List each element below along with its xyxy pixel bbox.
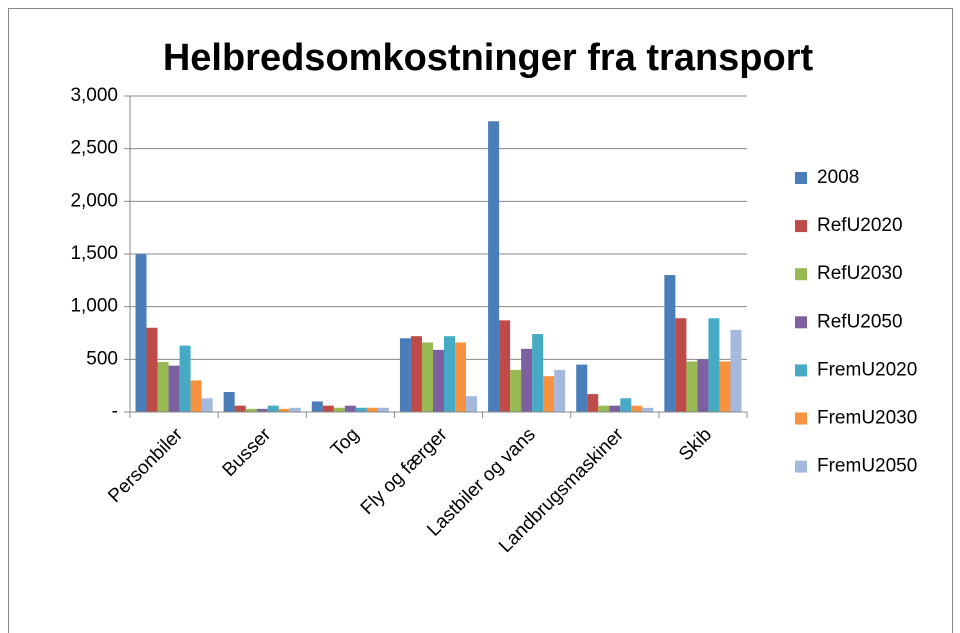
bar xyxy=(510,369,522,412)
legend-label: FremU2050 xyxy=(817,456,917,477)
bar xyxy=(256,408,268,412)
bar xyxy=(135,254,147,412)
bar xyxy=(466,396,478,412)
bar xyxy=(708,318,720,412)
legend-label: RefU2050 xyxy=(817,311,903,332)
legend-swatch xyxy=(795,268,807,281)
bar xyxy=(554,369,566,412)
bar xyxy=(399,338,411,412)
bar xyxy=(377,407,389,412)
bar xyxy=(642,407,654,412)
bar xyxy=(267,405,279,412)
bar xyxy=(168,365,180,412)
y-tick-label: 2,500 xyxy=(70,138,118,159)
legend-swatch xyxy=(795,412,807,425)
bar xyxy=(609,405,621,412)
y-tick-label: 3,000 xyxy=(70,85,118,106)
bar xyxy=(322,405,334,412)
bar xyxy=(190,380,202,412)
y-tick-label: 1,500 xyxy=(70,243,118,264)
bar xyxy=(311,401,323,412)
bar xyxy=(730,329,742,412)
bar xyxy=(675,318,687,412)
bar xyxy=(488,121,500,412)
bar xyxy=(278,408,290,412)
legend-swatch xyxy=(795,172,807,184)
bar xyxy=(686,361,698,412)
bar xyxy=(697,359,709,412)
bar xyxy=(543,376,555,412)
legend-swatch xyxy=(795,460,807,473)
bar xyxy=(245,408,257,412)
bar xyxy=(421,342,433,412)
legend-swatch xyxy=(795,316,807,329)
y-tick-label: 500 xyxy=(86,348,118,369)
bar xyxy=(146,327,158,412)
bar xyxy=(179,345,191,412)
legend-swatch xyxy=(795,364,807,377)
y-tick-label: 1,000 xyxy=(70,296,118,317)
bar xyxy=(576,364,588,412)
bar xyxy=(234,405,246,412)
bar xyxy=(201,398,213,412)
bar xyxy=(455,342,467,412)
bar xyxy=(289,407,301,412)
legend-swatch xyxy=(795,220,807,233)
legend-label: FremU2030 xyxy=(817,408,917,429)
bar xyxy=(499,320,511,412)
bar xyxy=(366,407,378,412)
bar xyxy=(344,405,356,412)
bar xyxy=(532,334,544,412)
legend-label: FremU2020 xyxy=(817,359,917,380)
bar xyxy=(410,336,422,412)
bar xyxy=(333,407,345,412)
bar xyxy=(157,361,169,412)
bar xyxy=(664,275,676,412)
bar xyxy=(444,336,456,412)
bar xyxy=(223,391,235,412)
bar xyxy=(598,405,610,412)
legend-label: RefU2020 xyxy=(817,215,903,236)
y-tick-label: - xyxy=(112,401,118,422)
bar xyxy=(355,407,367,412)
bar xyxy=(631,405,643,412)
chart-frame xyxy=(8,8,953,633)
bar xyxy=(587,394,599,412)
legend-label: 2008 xyxy=(817,167,859,188)
legend-label: RefU2030 xyxy=(817,263,903,284)
bar xyxy=(620,398,632,412)
bar xyxy=(719,361,731,412)
chart-title: Helbredsomkostninger fra transport xyxy=(163,37,814,79)
bar xyxy=(432,349,445,412)
bar xyxy=(521,348,533,412)
y-tick-label: 2,000 xyxy=(70,190,118,211)
